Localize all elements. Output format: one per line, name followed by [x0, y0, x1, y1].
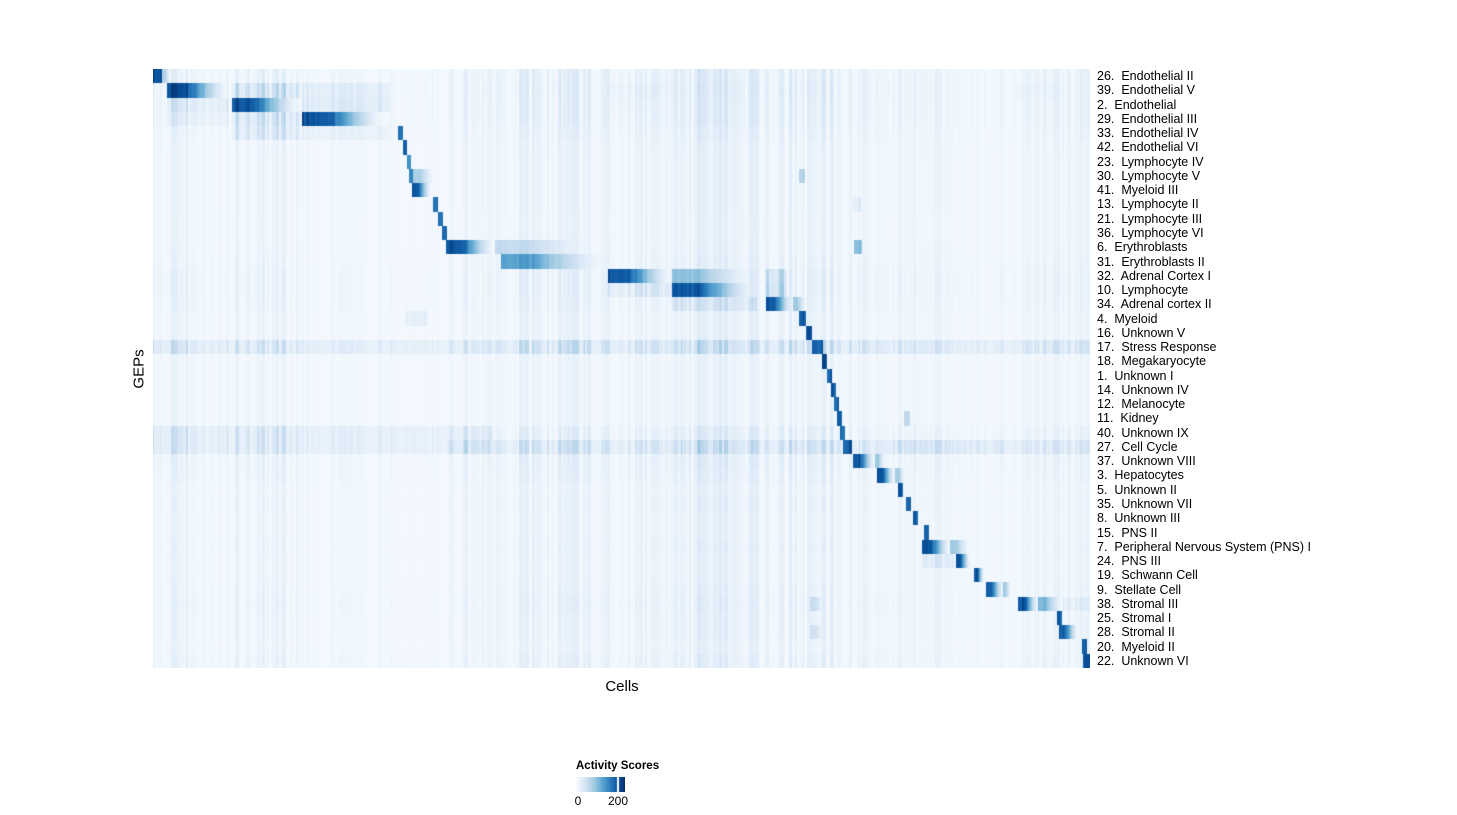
row-label: 14. Unknown IV: [1097, 382, 1189, 397]
row-label: 30. Lymphocyte V: [1097, 168, 1201, 183]
row-label: 5. Unknown II: [1097, 482, 1177, 497]
row-label: 9. Stellate Cell: [1097, 582, 1182, 597]
row-label: 17. Stress Response: [1097, 340, 1217, 355]
row-label: 10. Lymphocyte: [1097, 283, 1189, 298]
row-label: 4. Myeloid: [1097, 311, 1158, 326]
row-label: 27. Cell Cycle: [1097, 439, 1178, 454]
row-label: 23. Lymphocyte IV: [1097, 154, 1204, 169]
heatmap-canvas: [153, 69, 1090, 668]
row-label: 41. Myeloid III: [1097, 183, 1179, 198]
row-label: 18. Megakaryocyte: [1097, 354, 1207, 369]
legend-ticks: 0 200: [574, 794, 696, 808]
row-label: 1. Unknown I: [1097, 368, 1174, 383]
legend-colorbar: [576, 777, 625, 792]
row-label: 38. Stromal III: [1097, 596, 1179, 611]
row-labels: 26. Endothelial II 39. Endothelial V 2. En…: [1097, 0, 1457, 815]
row-label: 39. Endothelial V: [1097, 83, 1195, 98]
row-label: 42. Endothelial VI: [1097, 140, 1199, 155]
row-label: 36. Lymphocyte VI: [1097, 226, 1204, 240]
y-axis-label: GEPs: [130, 349, 148, 389]
row-label: 16. Unknown V: [1097, 325, 1186, 340]
row-label: 33. Endothelial IV: [1097, 126, 1199, 141]
row-label: 22. Unknown VI: [1097, 653, 1189, 668]
legend-title: Activity Scores: [576, 760, 660, 772]
row-label: 20. Myeloid II: [1097, 639, 1175, 654]
x-axis-label: Cells: [605, 678, 639, 695]
row-label: 19. Schwann Cell: [1097, 568, 1198, 583]
row-label: 24. PNS III: [1097, 554, 1161, 569]
row-label: 3. Hepatocytes: [1097, 468, 1184, 483]
row-label: 28. Stromal II: [1097, 625, 1175, 640]
row-label: 11. Kidney: [1097, 411, 1159, 426]
row-label: 26. Endothelial II: [1097, 69, 1194, 84]
row-label: 15. PNS II: [1097, 525, 1158, 540]
legend-tick-min: 0: [574, 794, 582, 808]
legend-tick-max: 200: [607, 794, 629, 808]
row-label: 32. Adrenal Cortex I: [1097, 268, 1211, 283]
row-label: 25. Stromal I: [1097, 611, 1172, 626]
row-label: 12. Melanocyte: [1097, 397, 1186, 412]
row-label: 21. Lymphocyte III: [1097, 211, 1203, 226]
row-label: 34. Adrenal cortex II: [1097, 297, 1212, 312]
row-label: 31. Erythroblasts II: [1097, 254, 1205, 269]
row-label: 7. Peripheral Nervous System (PNS) I: [1097, 539, 1311, 554]
activity-scores-legend: Activity Scores 0 200: [574, 760, 696, 808]
row-label: 35. Unknown VII: [1097, 496, 1193, 511]
row-label: 40. Unknown IX: [1097, 425, 1189, 440]
row-label: 2. Endothelial: [1097, 97, 1177, 112]
row-label: 6. Erythroblasts: [1097, 240, 1188, 255]
row-label: 13. Lymphocyte II: [1097, 197, 1199, 212]
row-label: 29. Endothelial III: [1097, 111, 1198, 126]
row-label: 8. Unknown III: [1097, 511, 1181, 526]
row-label: 37. Unknown VIII: [1097, 454, 1196, 469]
